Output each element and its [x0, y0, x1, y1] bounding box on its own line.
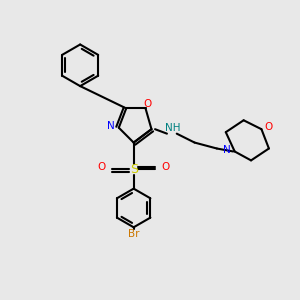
Text: O: O — [265, 122, 273, 132]
Text: NH: NH — [164, 123, 180, 133]
Text: S: S — [130, 163, 138, 176]
Text: O: O — [162, 162, 170, 172]
Text: N: N — [106, 121, 114, 131]
Text: O: O — [143, 99, 151, 109]
Text: Br: Br — [128, 230, 140, 239]
Text: O: O — [98, 162, 106, 172]
Text: N: N — [223, 145, 230, 155]
